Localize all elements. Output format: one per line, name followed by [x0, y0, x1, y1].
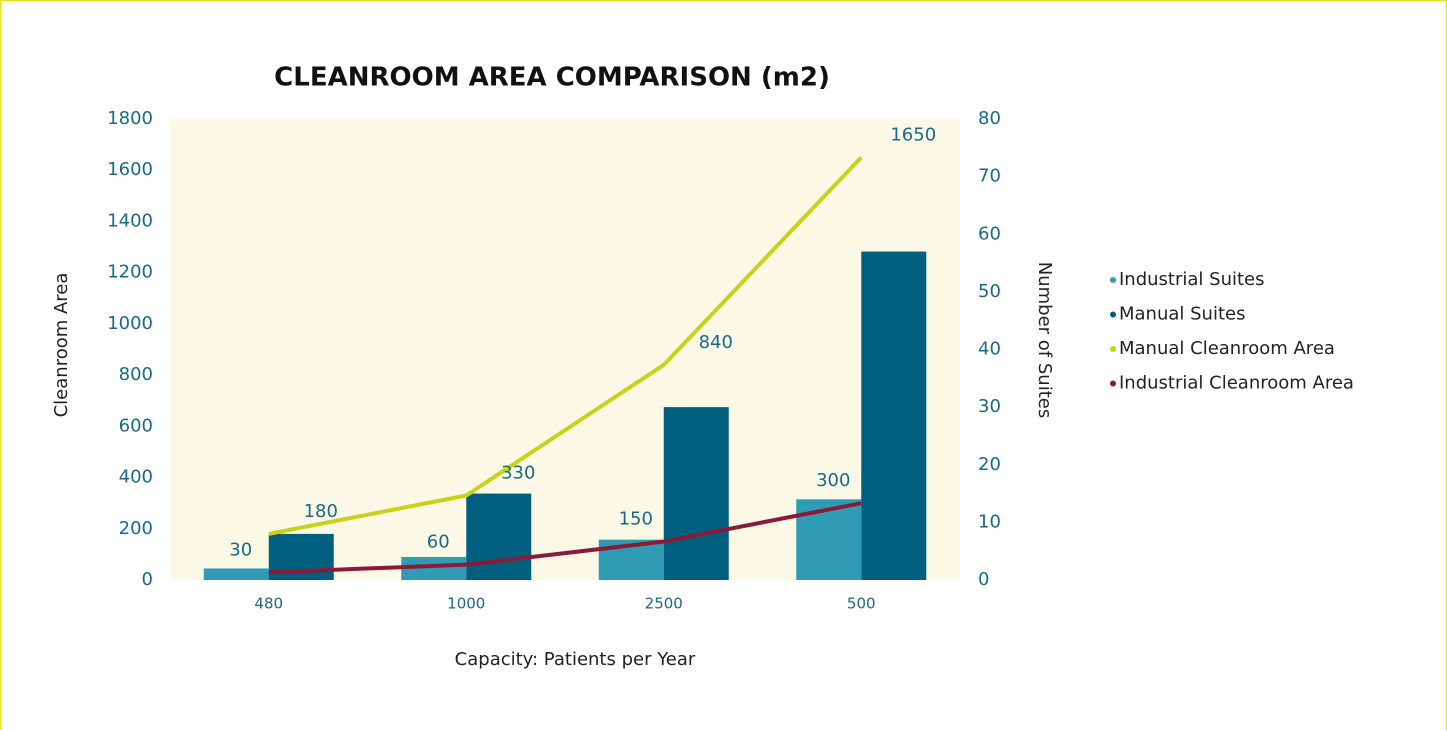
bar	[861, 251, 927, 580]
legend-marker	[1110, 380, 1116, 387]
y-tick-label: 1800	[107, 108, 153, 129]
line	[268, 501, 862, 575]
x-tick-label: 1000	[447, 595, 485, 613]
legend-marker	[1110, 277, 1116, 283]
line	[268, 156, 863, 536]
data-label: 150	[619, 509, 653, 530]
chart-title: CLEANROOM AREA COMPARISON (m2)	[274, 63, 830, 93]
y2-tick-label: 70	[978, 166, 1001, 187]
y-tick-label: 1400	[107, 210, 153, 231]
data-label: 60	[427, 532, 450, 553]
data-label: 300	[816, 470, 850, 491]
x-axis-title: Capacity: Patients per Year	[455, 649, 696, 670]
y2-axis-title: Number of Suites	[1034, 262, 1055, 418]
y2-tick-label: 10	[978, 511, 1001, 532]
y2-tick-label: 80	[978, 108, 1001, 129]
y2-tick-label: 60	[978, 223, 1001, 244]
legend-label: Industrial Cleanroom Area	[1119, 373, 1354, 394]
y2-tick-label: 0	[978, 569, 989, 590]
y-tick-label: 0	[142, 569, 153, 590]
y-tick-label: 1200	[107, 262, 153, 283]
y2-tick-label: 30	[978, 396, 1001, 417]
y-tick-label: 800	[119, 364, 153, 385]
legend-label: Industrial Suites	[1119, 269, 1265, 290]
legend-label: Manual Cleanroom Area	[1119, 338, 1335, 359]
y-tick-label: 200	[119, 518, 153, 539]
y-tick-label: 1600	[107, 159, 153, 180]
y-tick-label: 1000	[107, 313, 153, 334]
legend-label: Manual Suites	[1119, 304, 1245, 325]
data-label: 330	[501, 462, 535, 483]
data-label: 180	[304, 501, 338, 522]
bar	[203, 568, 269, 580]
y-tick-label: 600	[119, 415, 153, 436]
legend-marker	[1110, 311, 1116, 318]
x-tick-label: 2500	[645, 595, 683, 613]
x-tick-label: 480	[254, 595, 283, 613]
y2-tick-label: 50	[978, 281, 1001, 302]
y2-tick-label: 40	[978, 339, 1001, 360]
bar	[466, 493, 532, 580]
legend-marker	[1110, 346, 1116, 352]
x-tick-label: 500	[847, 595, 876, 613]
y2-tick-label: 20	[978, 454, 1001, 475]
bar	[663, 407, 729, 580]
data-label: 1650	[890, 124, 936, 145]
y-axis-title: Cleanroom Area	[51, 273, 72, 418]
bar	[401, 556, 467, 580]
y-tick-label: 400	[119, 467, 153, 488]
data-label: 30	[229, 539, 252, 560]
data-label: 840	[699, 332, 733, 353]
